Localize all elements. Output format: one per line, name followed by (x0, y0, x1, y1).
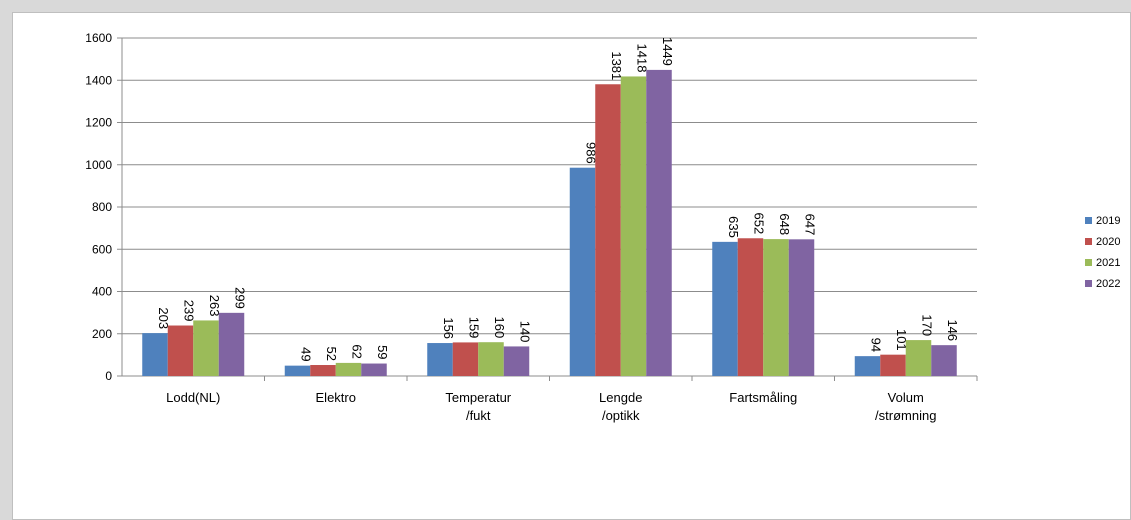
data-label: 648 (777, 213, 792, 235)
bar (361, 363, 387, 376)
data-label: 52 (324, 347, 339, 361)
bar (569, 167, 596, 376)
legend-swatch (1085, 259, 1092, 266)
data-label: 647 (803, 214, 818, 236)
bar (335, 362, 362, 376)
data-label: 146 (945, 319, 960, 341)
y-tick-label: 1400 (85, 73, 112, 87)
data-label: 94 (869, 338, 884, 352)
legend-label: 2022 (1096, 278, 1120, 290)
bar (788, 239, 815, 376)
data-label: 170 (920, 314, 935, 336)
bar (284, 365, 311, 376)
legend-swatch (1085, 217, 1092, 224)
legend-label: 2019 (1096, 215, 1120, 227)
x-tick-label: /optikk (602, 408, 640, 423)
data-label: 140 (518, 321, 533, 343)
legend-label: 2021 (1096, 257, 1120, 269)
y-tick-label: 400 (92, 285, 112, 299)
data-label: 239 (182, 300, 197, 322)
bar (503, 346, 530, 376)
x-tick-label: Lengde (599, 390, 642, 405)
data-label: 263 (207, 295, 222, 317)
x-tick-label: Elektro (316, 390, 356, 405)
x-tick-label: Lodd(NL) (166, 390, 220, 405)
y-tick-label: 0 (105, 369, 112, 383)
bar (218, 312, 245, 376)
data-label: 49 (299, 347, 314, 361)
bar (646, 69, 672, 377)
x-tick-label: /fukt (466, 408, 491, 423)
bar (478, 342, 504, 376)
data-label: 160 (492, 316, 507, 338)
x-tick-label: Temperatur (445, 390, 511, 405)
data-label: 62 (350, 344, 365, 358)
data-label: 159 (467, 317, 482, 339)
bar (142, 333, 168, 376)
y-tick-label: 200 (92, 327, 112, 341)
y-tick-label: 800 (92, 200, 112, 214)
bar (427, 343, 453, 376)
legend-swatch (1085, 280, 1092, 287)
bar (880, 354, 906, 376)
bar (452, 342, 479, 376)
bar (905, 340, 932, 376)
data-label: 299 (233, 287, 248, 309)
bar (931, 345, 957, 376)
data-label: 1381 (609, 51, 624, 80)
legend-swatch (1085, 238, 1092, 245)
legend-label: 2020 (1096, 236, 1120, 248)
x-tick-label: /strømning (875, 408, 936, 423)
bar (854, 356, 881, 376)
bar (763, 239, 789, 376)
x-tick-label: Volum (888, 390, 924, 405)
bar (712, 241, 738, 376)
bar (310, 365, 336, 376)
y-tick-label: 600 (92, 242, 112, 256)
data-label: 986 (584, 142, 599, 164)
data-label: 203 (156, 307, 171, 329)
data-label: 101 (894, 329, 909, 351)
data-label: 1449 (660, 37, 675, 66)
y-tick-label: 1000 (85, 158, 112, 172)
y-tick-label: 1600 (85, 31, 112, 45)
data-label: 652 (752, 213, 767, 235)
data-label: 59 (375, 345, 390, 359)
bar (620, 76, 647, 376)
bar (737, 238, 764, 376)
bar (167, 325, 194, 376)
data-label: 635 (726, 216, 741, 238)
x-tick-label: Fartsmåling (729, 390, 797, 405)
bar (595, 84, 621, 377)
data-label: 156 (441, 317, 456, 339)
y-tick-label: 1200 (85, 116, 112, 130)
data-label: 1418 (635, 44, 650, 73)
bar (193, 320, 219, 376)
